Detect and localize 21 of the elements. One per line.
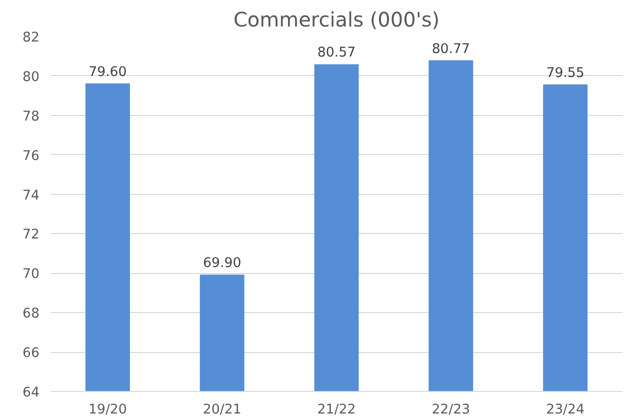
chart-title: Commercials (000's) xyxy=(233,8,440,32)
x-tick-label: 23/24 xyxy=(546,402,585,418)
x-tick-label: 20/21 xyxy=(202,402,242,418)
x-tick-label: 19/20 xyxy=(88,402,127,418)
y-tick-label: 82 xyxy=(22,30,40,46)
x-tick-label: 22/23 xyxy=(432,402,470,418)
data-label: 80.57 xyxy=(317,46,356,61)
y-tick-label: 80 xyxy=(22,70,40,85)
y-tick-label: 70 xyxy=(22,267,40,282)
data-label: 79.55 xyxy=(546,66,584,81)
y-tick-label: 74 xyxy=(22,188,40,204)
y-tick-label: 68 xyxy=(22,306,40,322)
data-label: 80.77 xyxy=(432,42,470,57)
y-tick-label: 78 xyxy=(22,109,40,124)
y-tick-label: 66 xyxy=(22,346,40,362)
y-tick-label: 76 xyxy=(22,148,40,164)
y-tick-label: 64 xyxy=(22,386,40,400)
data-label: 79.60 xyxy=(88,64,127,80)
x-tick-label: 21/22 xyxy=(317,402,356,418)
y-tick-label: 72 xyxy=(22,228,40,243)
data-label: 69.90 xyxy=(203,256,242,272)
